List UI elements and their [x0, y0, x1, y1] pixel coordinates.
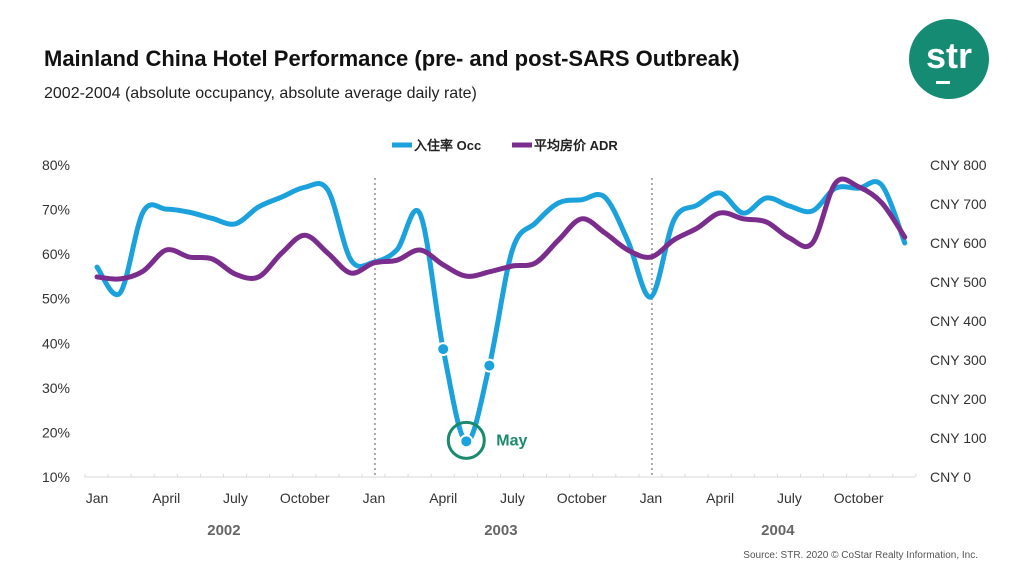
may-highlight-circle	[446, 420, 486, 460]
chart-title: Mainland China Hotel Performance (pre- a…	[44, 46, 740, 71]
y-right-tick-label: CNY 600	[930, 235, 987, 251]
y-right-tick-label: CNY 200	[930, 391, 987, 407]
legend-label-adr: 平均房价 ADR	[534, 138, 618, 153]
x-tick-label: October	[834, 490, 884, 506]
year-label: 2003	[484, 522, 517, 539]
y-right-tick-label: CNY 800	[930, 157, 987, 173]
x-tick-label: April	[152, 490, 180, 506]
year-label: 2004	[761, 522, 795, 539]
x-tick-label: April	[429, 490, 457, 506]
str-logo: str	[909, 19, 989, 99]
y-right-tick-label: CNY 0	[930, 469, 971, 485]
y-right-tick-label: CNY 400	[930, 313, 987, 329]
legend-label-occ: 入住率 Occ	[414, 138, 481, 153]
occ-data-point	[436, 342, 451, 357]
y-left-tick-label: 40%	[42, 335, 70, 351]
chart-subtitle: 2002-2004 (absolute occupancy, absolute …	[44, 85, 477, 102]
y-right-tick-label: CNY 700	[930, 196, 987, 212]
occ-line	[94, 179, 908, 444]
logo-text: str	[925, 35, 973, 76]
x-tick-label: October	[280, 490, 330, 506]
y-right-tick-label: CNY 100	[930, 430, 987, 446]
x-tick-label: Jan	[640, 490, 663, 506]
occ-data-point	[459, 434, 474, 449]
x-tick-label: July	[777, 490, 802, 506]
y-left-tick-label: 30%	[42, 380, 70, 396]
y-left-tick-label: 20%	[42, 424, 70, 440]
occ-data-point	[482, 358, 497, 373]
may-annotation-label: May	[496, 432, 527, 449]
x-tick-label: Jan	[86, 490, 109, 506]
y-right-tick-label: CNY 300	[930, 352, 987, 368]
x-tick-label: July	[500, 490, 525, 506]
source-note: Source: STR. 2020 © CoStar Realty Inform…	[743, 550, 978, 561]
x-tick-label: October	[557, 490, 607, 506]
x-tick-label: Jan	[363, 490, 386, 506]
y-left-tick-label: 10%	[42, 469, 70, 485]
y-left-tick-label: 60%	[42, 246, 70, 262]
year-label: 2002	[207, 522, 240, 539]
y-left-tick-label: 80%	[42, 157, 70, 173]
x-tick-label: April	[706, 490, 734, 506]
y-right-tick-label: CNY 500	[930, 274, 987, 290]
y-left-tick-label: 70%	[42, 202, 70, 218]
adr-line	[94, 176, 908, 282]
x-tick-label: July	[223, 490, 248, 506]
y-left-tick-label: 50%	[42, 291, 70, 307]
